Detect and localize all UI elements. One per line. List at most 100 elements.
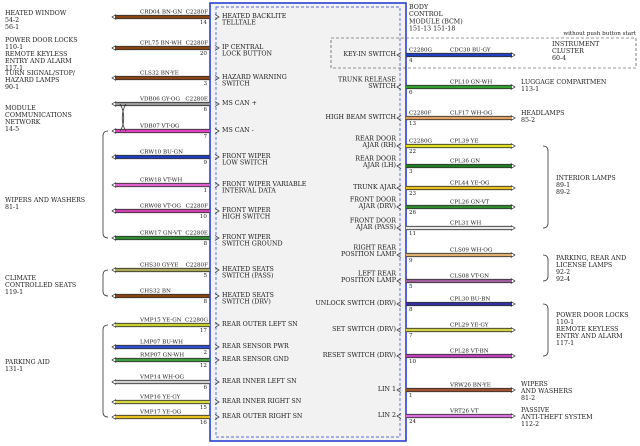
- module-chevron: [510, 204, 516, 210]
- connector-chevron: [396, 115, 402, 121]
- pin-label: RIGHT REAR: [353, 244, 396, 251]
- connector-label: C2280G: [409, 48, 433, 54]
- module-label-luggage: 113-1: [521, 86, 539, 93]
- connector-chevron: [214, 182, 220, 188]
- pin-number: 14: [200, 20, 208, 26]
- module-chevron: [111, 75, 117, 81]
- connector-label: C2280G: [409, 139, 433, 145]
- pin-number: 6: [409, 90, 413, 96]
- connector-chevron: [396, 84, 402, 90]
- pin-label: LOW SWITCH: [222, 160, 268, 167]
- connector-chevron: [214, 322, 220, 328]
- wire-code: VMP16 YE-GY: [139, 395, 181, 401]
- pin-label: TRUNK AJAR: [353, 184, 396, 191]
- connector-chevron: [396, 204, 402, 210]
- pin-number: 11: [409, 231, 416, 237]
- brackets: [102, 130, 549, 418]
- pin-number: 2: [203, 350, 207, 356]
- connector-label: C2280G: [185, 318, 209, 324]
- module-label-headlamps: HEADLAMPS: [521, 110, 564, 117]
- connector-chevron: [214, 208, 220, 214]
- module-label-wipers-washers: WIPERS AND WASHERS: [5, 197, 85, 204]
- module-chevron: [510, 84, 516, 90]
- pin-label: REAR INNER RIGHT SN: [222, 398, 302, 405]
- group-bracket: [102, 130, 109, 239]
- module-chevron: [510, 185, 516, 191]
- module-chevron: [510, 387, 516, 393]
- wire-code: CRW08 VT-OG: [140, 204, 182, 210]
- module-label-turn-signal: HAZARD LAMPS: [5, 77, 59, 84]
- module-chevron: [510, 52, 516, 58]
- connector-chevron: [214, 414, 220, 420]
- group-bracket: [102, 269, 109, 297]
- pin-label: SET SWITCH (DRV): [332, 326, 396, 333]
- bcm-title-line: CONTROL: [409, 11, 444, 18]
- wire-code: CPL10 GN-WH: [450, 80, 492, 86]
- wire-code: VDB06 GY-OG: [139, 97, 180, 103]
- module-label-module-comm: 14-5: [5, 126, 19, 133]
- pin-number: 24: [409, 419, 417, 425]
- module-label-heated-window: 54-2: [5, 17, 19, 24]
- module-label-interior-lamps: 89-1: [556, 182, 570, 189]
- wire-code: VRT26 VT: [449, 409, 479, 415]
- connector-chevron: [396, 252, 402, 258]
- pin-number: 3: [203, 81, 207, 87]
- connector-label: C2280E: [185, 231, 208, 237]
- pin-label: INTERVAL DATA: [222, 188, 276, 195]
- connector-label: C2280F: [186, 41, 209, 47]
- connector-label: C2280F: [186, 263, 209, 269]
- connector-chevron: [214, 128, 220, 134]
- connector-label: C2280F: [186, 10, 209, 16]
- connector-chevron: [396, 225, 402, 231]
- pin-label: LIN 2: [378, 412, 396, 419]
- module-label-module-comm: NETWORK: [5, 119, 41, 126]
- bcm-title-line: 151-13 151-18: [409, 26, 455, 33]
- wire-code: CRW18 VT-WH: [140, 178, 182, 184]
- pin-number: 10: [200, 214, 208, 220]
- group-bracket: [542, 303, 549, 357]
- wire-code: VRW26 BN-YE: [449, 383, 491, 389]
- left-wires: CRD04 BN-GN C2280F 14 HEATED BACKLITETELLTA…: [111, 10, 307, 426]
- pin-label: FRONT DOOR: [350, 217, 396, 224]
- pin-number: 5: [409, 284, 413, 290]
- pin-label: SWITCH (DRV): [222, 299, 271, 306]
- module-label-anti-theft: PASSIVE: [521, 407, 550, 414]
- no-push-button-option-box: [330, 37, 637, 69]
- pin-label: IP CENTRAL: [222, 44, 264, 51]
- connector-chevron: [214, 399, 220, 405]
- bcm-box: [209, 2, 407, 442]
- connector-chevron: [214, 45, 220, 51]
- wire-code: CLS32 BN-YE: [140, 71, 179, 77]
- module-chevron: [510, 143, 516, 149]
- module-label-power-door-locks-remote: REMOTE KEYLESS: [5, 51, 68, 58]
- pin-number: 1: [409, 393, 413, 399]
- module-label-parking-lamps: 92-2: [556, 269, 570, 276]
- module-label-parking-lamps: 92-4: [556, 276, 570, 283]
- connector-chevron: [214, 344, 220, 350]
- connector-label: C2280F: [409, 111, 432, 117]
- module-label-wipers-washers-r: AND WASHERS: [520, 388, 572, 395]
- bcm-title-line: MODULE (BCM): [409, 18, 463, 25]
- connector-chevron: [214, 75, 220, 81]
- pin-number: 12: [200, 363, 208, 369]
- module-chevron: [111, 235, 117, 241]
- pin-label: SWITCH GROUND: [222, 241, 283, 248]
- module-label-luggage: LUGGAGE COMPARTMEN: [521, 79, 607, 86]
- module-chevron: [111, 182, 117, 188]
- wire-code: CLF17 WH-OG: [450, 111, 493, 117]
- group-bracket: [542, 145, 549, 229]
- module-chevron: [111, 399, 117, 405]
- module-label-power-door-locks-remote: 117-1: [5, 65, 23, 72]
- pin-label: RESET SWITCH (DRV): [323, 352, 396, 359]
- bcm-inner-box: [215, 6, 401, 438]
- module-label-anti-theft: 112-2: [521, 421, 539, 428]
- pin-number: 20: [200, 51, 208, 57]
- module-chevron: [111, 414, 117, 420]
- pin-label: REAR SENSOR GND: [222, 356, 289, 363]
- module-label-anti-theft: ANTI-THEFT SYSTEM: [520, 414, 593, 421]
- module-label-instrument-cluster: 60-4: [552, 55, 566, 62]
- pin-label: FRONT WIPER: [222, 207, 271, 214]
- module-chevron: [111, 208, 117, 214]
